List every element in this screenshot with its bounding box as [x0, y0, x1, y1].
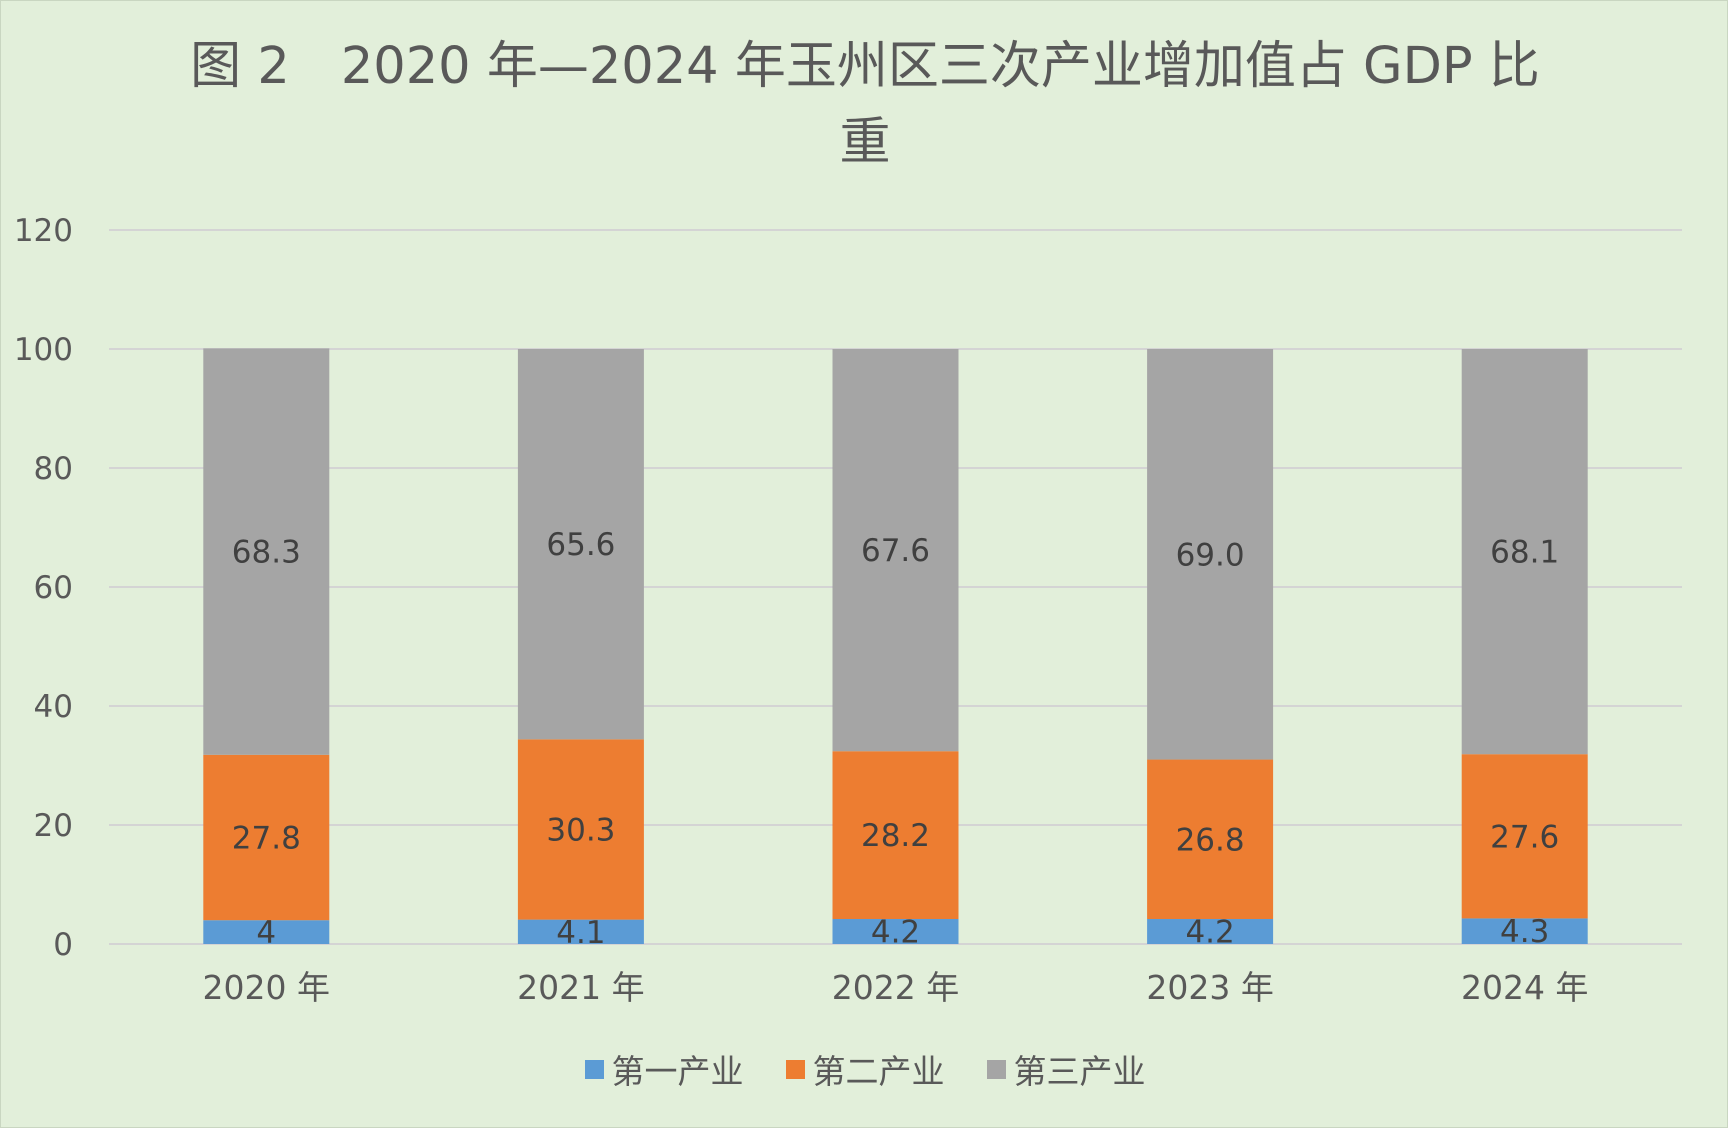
- bar-segment: [1147, 759, 1274, 920]
- bar-segment: [203, 348, 330, 755]
- data-label: 27.6: [1490, 819, 1559, 855]
- bar-segment: [517, 739, 644, 920]
- data-label: 67.6: [861, 533, 930, 569]
- x-tick-label: 2022 年: [832, 968, 959, 1007]
- legend-item: 第一产业: [584, 1045, 744, 1093]
- bar-segment: [832, 919, 959, 944]
- y-tick-label: 20: [34, 808, 73, 844]
- legend-label: 第二产业: [812, 1052, 945, 1091]
- bar-segment: [832, 349, 959, 752]
- bar-segment: [517, 349, 644, 740]
- x-tick-label: 2024 年: [1461, 968, 1588, 1007]
- data-label: 4: [256, 915, 276, 951]
- bar-segment: [203, 754, 330, 921]
- legend-item: 第三产业: [986, 1045, 1146, 1093]
- y-tick-label: 100: [14, 332, 73, 368]
- data-label: 27.8: [232, 820, 301, 856]
- y-tick-label: 120: [14, 213, 73, 249]
- legend-swatch: [785, 1059, 805, 1079]
- data-label: 28.2: [861, 818, 930, 854]
- y-tick-label: 80: [34, 451, 73, 487]
- data-label: 4.3: [1500, 914, 1549, 950]
- data-label: 26.8: [1176, 822, 1245, 858]
- bar-segment: [203, 920, 330, 944]
- y-tick-label: 0: [53, 927, 73, 963]
- y-tick-label: 40: [34, 689, 73, 725]
- data-label: 4.1: [556, 915, 605, 951]
- data-label: 4.2: [871, 915, 920, 951]
- data-label: 65.6: [546, 527, 615, 563]
- y-tick-label: 60: [34, 570, 73, 606]
- chart-legend: 第一产业 第二产业 第三产业: [1, 1045, 1728, 1093]
- bar-segment: [1147, 919, 1274, 944]
- data-label: 69.0: [1176, 537, 1245, 573]
- legend-label: 第三产业: [1013, 1052, 1146, 1091]
- legend-swatch: [584, 1059, 604, 1079]
- data-label: 4.2: [1185, 915, 1234, 951]
- x-tick-label: 2021 年: [517, 968, 644, 1007]
- bar-segment: [1147, 349, 1274, 760]
- legend-item: 第二产业: [785, 1045, 945, 1093]
- x-tick-label: 2020 年: [203, 968, 330, 1007]
- bar-segment: [517, 919, 644, 944]
- data-label: 68.3: [232, 535, 301, 571]
- chart-title: 图 2 2020 年—2024 年玉州区三次产业增加值占 GDP 比 重: [190, 37, 1540, 172]
- bar-segment: [1461, 918, 1588, 944]
- legend-swatch: [986, 1059, 1006, 1079]
- data-label: 30.3: [546, 812, 615, 848]
- data-label: 68.1: [1490, 535, 1559, 571]
- x-tick-label: 2023 年: [1146, 968, 1273, 1007]
- legend-label: 第一产业: [611, 1052, 744, 1091]
- bar-segment: [1461, 754, 1588, 919]
- bar-segment: [1461, 349, 1588, 755]
- bar-segment: [832, 751, 959, 920]
